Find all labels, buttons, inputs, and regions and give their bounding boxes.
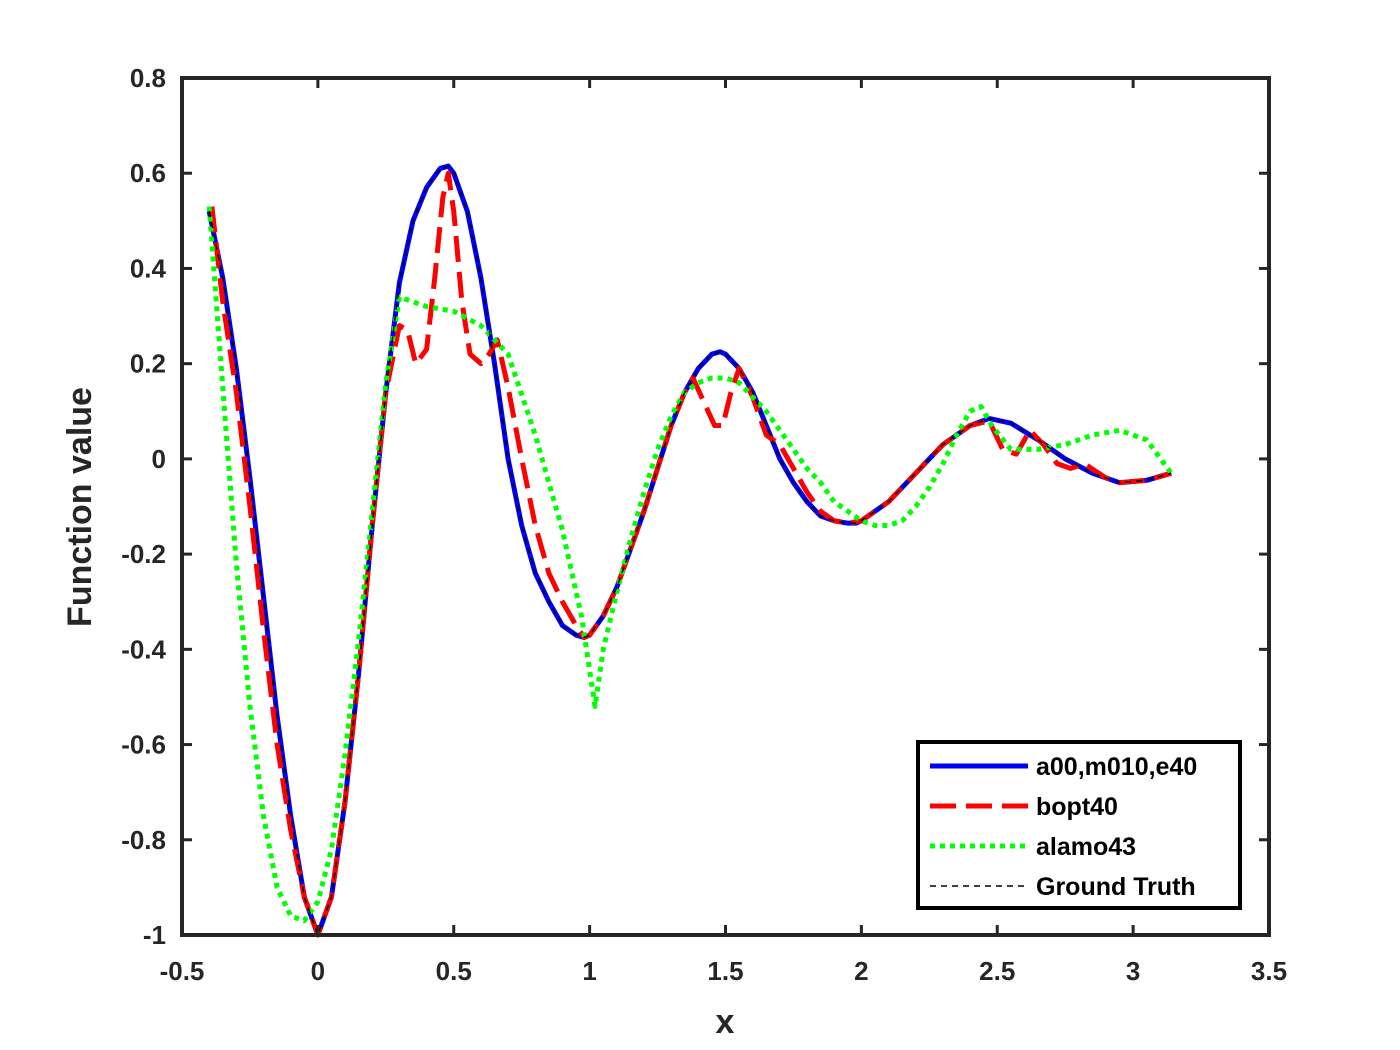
y-tick-label: 0.2 bbox=[130, 349, 166, 379]
x-tick-label: -0.5 bbox=[160, 956, 205, 986]
x-tick-label: 3 bbox=[1126, 956, 1140, 986]
series-line-3 bbox=[206, 206, 1174, 924]
series-line-4 bbox=[208, 165, 1172, 936]
y-tick-label: -0.8 bbox=[121, 825, 166, 855]
legend: a00,m010,e40 bopt40 alamo43 Ground Truth bbox=[916, 740, 1242, 910]
x-tick-label: 0 bbox=[311, 956, 325, 986]
y-tick-label: -0.2 bbox=[121, 539, 166, 569]
legend-label-3: alamo43 bbox=[1036, 833, 1136, 861]
legend-items: a00,m010,e40 bopt40 alamo43 Ground Truth bbox=[930, 753, 1197, 901]
x-axis-title: x bbox=[716, 1003, 735, 1041]
tick-labels-layer: -0.5 0 0.5 1 1.5 2 2.5 3 3.5 -1 -0.8 -0.6 -0.4 -0.2 0 0… bbox=[121, 63, 1287, 986]
legend-label-2: bopt40 bbox=[1036, 793, 1118, 821]
y-axis-title: Function value bbox=[61, 387, 99, 627]
y-tick-label: 0.6 bbox=[130, 158, 166, 188]
legend-label-1: a00,m010,e40 bbox=[1036, 753, 1197, 781]
y-tick-label: 0.4 bbox=[130, 253, 167, 283]
x-tick-label: 1.5 bbox=[707, 956, 743, 986]
y-tick-label: -0.6 bbox=[121, 730, 166, 760]
x-tick-label: 0.5 bbox=[436, 956, 472, 986]
legend-box bbox=[916, 740, 1242, 910]
x-tick-label: 2.5 bbox=[979, 956, 1015, 986]
x-tick-label: 3.5 bbox=[1251, 956, 1287, 986]
legend-label-4: Ground Truth bbox=[1036, 873, 1196, 901]
y-tick-label: -0.4 bbox=[121, 634, 166, 664]
y-tick-label: 0 bbox=[152, 444, 166, 474]
plot-frame bbox=[180, 76, 1271, 937]
x-tick-label: 1 bbox=[582, 956, 596, 986]
y-tick-label: 0.8 bbox=[130, 63, 166, 93]
x-tick-label: 2 bbox=[854, 956, 868, 986]
y-tick-label: -1 bbox=[143, 920, 166, 950]
series-layer bbox=[206, 163, 1174, 938]
